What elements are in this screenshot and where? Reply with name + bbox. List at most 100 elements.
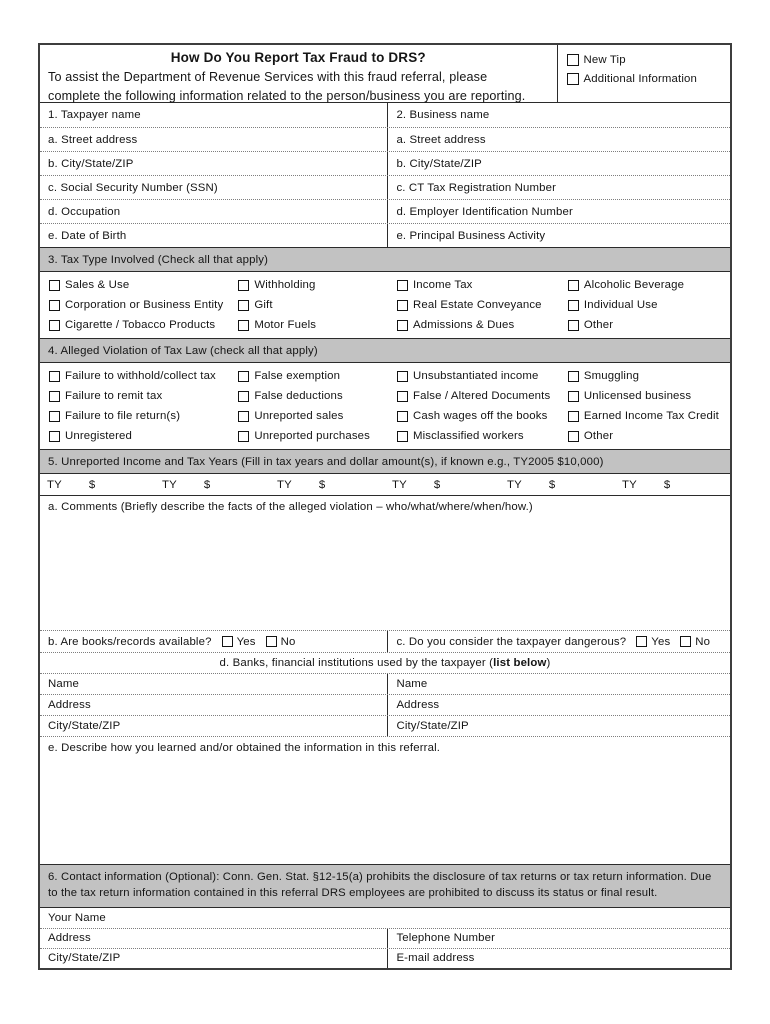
employer-id-field[interactable]: d. Employer Identification Number	[388, 200, 730, 223]
tax-type-option: Withholding	[238, 279, 397, 291]
sales-use-label: Sales & Use	[65, 279, 130, 291]
tax-type-other-checkbox[interactable]	[567, 319, 579, 331]
alcoholic-beverage-checkbox[interactable]	[567, 279, 579, 291]
bank1-name-label: Name	[48, 678, 79, 690]
dollar-label: $	[663, 478, 671, 491]
motor-fuels-checkbox[interactable]	[238, 319, 250, 331]
sales-use-checkbox[interactable]	[49, 279, 60, 291]
dangerous-yes-option: Yes	[636, 636, 670, 648]
books-no-checkbox[interactable]	[265, 636, 277, 647]
earned-income-tax-credit-checkbox[interactable]	[567, 410, 579, 422]
taxpayer-city-state-zip-field[interactable]: b. City/State/ZIP	[40, 152, 389, 175]
failure-remit-checkbox[interactable]	[49, 390, 60, 402]
your-name-field[interactable]: Your Name	[40, 908, 730, 928]
admissions-dues-checkbox[interactable]	[396, 319, 408, 331]
bank2-address-label: Address	[396, 699, 440, 711]
false-deductions-checkbox[interactable]	[238, 390, 250, 402]
bank2-city-state-zip-field[interactable]: City/State/ZIP	[388, 716, 730, 736]
bank2-city-state-zip-label: City/State/ZIP	[396, 720, 469, 732]
email-field[interactable]: E-mail address	[388, 949, 730, 968]
dangerous-no-checkbox[interactable]	[680, 636, 692, 647]
business-street-address-label: a. Street address	[396, 133, 486, 146]
taxpayer-dob-field[interactable]: e. Date of Birth	[40, 224, 389, 247]
field-row: b. City/State/ZIP b. City/State/ZIP	[40, 151, 730, 175]
field-row: e. Date of Birth e. Principal Business A…	[40, 223, 730, 247]
cigarette-tobacco-checkbox[interactable]	[49, 319, 60, 331]
violation-option: False / Altered Documents	[396, 390, 568, 402]
comments-field[interactable]: a. Comments (Briefly describe the facts …	[40, 496, 730, 630]
unregistered-checkbox[interactable]	[49, 430, 60, 442]
bank1-city-state-zip-label: City/State/ZIP	[48, 720, 121, 732]
false-altered-documents-checkbox[interactable]	[396, 390, 408, 402]
taxpayer-occupation-field[interactable]: d. Occupation	[40, 200, 389, 223]
new-tip-option: New Tip	[566, 54, 727, 66]
contact-address-field[interactable]: Address	[40, 928, 389, 948]
tax-type-option: Income Tax	[396, 279, 568, 291]
bank1-city-state-zip-field[interactable]: City/State/ZIP	[40, 716, 389, 736]
ty-amount-field-3[interactable]: TY $	[270, 479, 385, 491]
dangerous-yes-checkbox[interactable]	[636, 636, 648, 647]
unregistered-label: Unregistered	[65, 430, 133, 442]
ty-amount-field-4[interactable]: TY $	[385, 479, 500, 491]
unlicensed-business-checkbox[interactable]	[567, 390, 579, 402]
contact-row: City/State/ZIP E-mail address	[40, 947, 730, 968]
new-tip-label: New Tip	[583, 54, 626, 66]
real-estate-conveyance-checkbox[interactable]	[396, 299, 408, 311]
tax-type-row: Cigarette / Tobacco Products Motor Fuels…	[49, 315, 730, 335]
violation-option: Other	[567, 430, 730, 442]
cash-wages-off-books-checkbox[interactable]	[396, 410, 408, 422]
ty-label: TY	[507, 478, 522, 491]
bank2-name-field[interactable]: Name	[388, 674, 730, 694]
principal-business-activity-field[interactable]: e. Principal Business Activity	[388, 224, 730, 247]
business-name-field[interactable]: 2. Business name	[388, 103, 730, 127]
principal-business-activity-label: e. Principal Business Activity	[396, 229, 546, 242]
unreported-purchases-checkbox[interactable]	[238, 430, 250, 442]
taxpayer-ssn-field[interactable]: c. Social Security Number (SSN)	[40, 176, 389, 199]
corporation-business-entity-checkbox[interactable]	[49, 299, 60, 311]
ty-amount-field-1[interactable]: TY $	[40, 479, 155, 491]
violation-row: Unregistered Unreported purchases Miscla…	[49, 426, 730, 446]
business-city-state-zip-label: b. City/State/ZIP	[396, 157, 482, 170]
ty-amount-field-6[interactable]: TY $	[615, 479, 730, 491]
motor-fuels-label: Motor Fuels	[254, 319, 317, 331]
form-header-text: How Do You Report Tax Fraud to DRS? To a…	[40, 45, 558, 103]
dangerous-label: c. Do you consider the taxpayer dangerou…	[396, 635, 627, 648]
business-street-address-field[interactable]: a. Street address	[388, 128, 730, 151]
how-learned-label: e. Describe how you learned and/or obtai…	[48, 742, 441, 754]
false-exemption-checkbox[interactable]	[238, 370, 250, 382]
bank1-name-field[interactable]: Name	[40, 674, 389, 694]
field-row: c. Social Security Number (SSN) c. CT Ta…	[40, 175, 730, 199]
additional-info-checkbox[interactable]	[566, 73, 579, 85]
violation-other-checkbox[interactable]	[567, 430, 579, 442]
new-tip-checkbox[interactable]	[566, 54, 579, 66]
individual-use-checkbox[interactable]	[567, 299, 579, 311]
misclassified-workers-checkbox[interactable]	[396, 430, 408, 442]
gift-checkbox[interactable]	[238, 299, 250, 311]
failure-file-returns-checkbox[interactable]	[49, 410, 60, 422]
bank2-name-label: Name	[396, 678, 428, 690]
dollar-label: $	[88, 478, 96, 491]
income-tax-checkbox[interactable]	[396, 279, 408, 291]
ty-amount-field-2[interactable]: TY $	[155, 479, 270, 491]
comments-label: a. Comments (Briefly describe the facts …	[48, 501, 533, 513]
how-learned-field[interactable]: e. Describe how you learned and/or obtai…	[40, 736, 730, 864]
cash-wages-off-books-label: Cash wages off the books	[412, 410, 548, 422]
taxpayer-name-field[interactable]: 1. Taxpayer name	[40, 103, 389, 127]
bank-row: Name Name	[40, 673, 730, 694]
books-yes-checkbox[interactable]	[221, 636, 233, 647]
violation-option: Misclassified workers	[396, 430, 568, 442]
unsubstantiated-income-checkbox[interactable]	[396, 370, 408, 382]
bank1-address-field[interactable]: Address	[40, 695, 389, 715]
ct-tax-registration-field[interactable]: c. CT Tax Registration Number	[388, 176, 730, 199]
unreported-sales-checkbox[interactable]	[238, 410, 250, 422]
telephone-field[interactable]: Telephone Number	[388, 929, 730, 948]
failure-withhold-collect-checkbox[interactable]	[49, 370, 60, 382]
false-deductions-label: False deductions	[254, 390, 343, 402]
withholding-checkbox[interactable]	[238, 279, 250, 291]
bank2-address-field[interactable]: Address	[388, 695, 730, 715]
business-city-state-zip-field[interactable]: b. City/State/ZIP	[388, 152, 730, 175]
contact-city-state-zip-field[interactable]: City/State/ZIP	[40, 948, 389, 968]
ty-amount-field-5[interactable]: TY $	[500, 479, 615, 491]
taxpayer-street-address-field[interactable]: a. Street address	[40, 128, 389, 151]
smuggling-checkbox[interactable]	[567, 370, 579, 382]
